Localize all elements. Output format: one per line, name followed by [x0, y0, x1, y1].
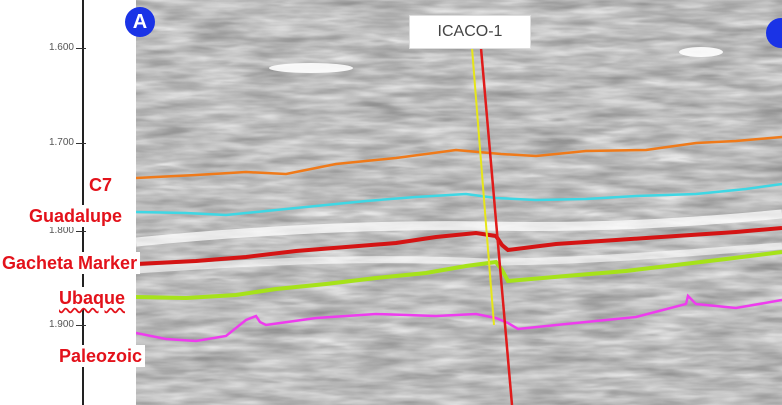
depth-tick-label: 1.900 — [48, 319, 74, 330]
horizon-paleozoic — [136, 293, 782, 343]
section-marker-a: A — [125, 7, 155, 37]
depth-tick: 1.900 — [38, 318, 86, 332]
horizon-guadalupe — [136, 182, 782, 217]
well-label: ICACO-1 — [409, 15, 531, 49]
horizon-label-guadalupe: Guadalupe — [26, 205, 126, 227]
axis-line — [82, 0, 84, 405]
bright-reflector — [679, 47, 723, 57]
depth-tick-label: 1.700 — [48, 137, 74, 148]
depth-tick-mark — [76, 231, 86, 232]
depth-tick-label: 1.800 — [48, 225, 74, 236]
fault-line — [479, 47, 514, 405]
depth-tick: 1.600 — [38, 41, 86, 55]
depth-tick-mark — [76, 143, 86, 144]
horizon-label-gacheta-marker: Gacheta Marker — [2, 252, 141, 274]
bright-reflector — [269, 63, 353, 73]
well-trajectory — [471, 47, 495, 326]
horizon-label-c7: C7 — [86, 174, 116, 196]
seismic-texture — [136, 0, 782, 405]
horizon-c7 — [136, 135, 782, 180]
section-marker-right — [766, 18, 782, 48]
depth-tick-label: 1.600 — [48, 42, 74, 53]
seismic-section — [136, 0, 782, 405]
depth-axis: 1.600 1.700 1.800 1.900 — [0, 0, 136, 405]
depth-tick: 1.700 — [38, 136, 86, 150]
horizon-label-paleozoic: Paleozoic — [56, 345, 146, 367]
depth-tick: 1.800 — [38, 224, 86, 238]
horizon-ubaque — [136, 250, 782, 301]
horizon-label-ubaque: Ubaque — [56, 287, 129, 309]
depth-tick-mark — [76, 48, 86, 49]
depth-tick-mark — [76, 325, 86, 326]
